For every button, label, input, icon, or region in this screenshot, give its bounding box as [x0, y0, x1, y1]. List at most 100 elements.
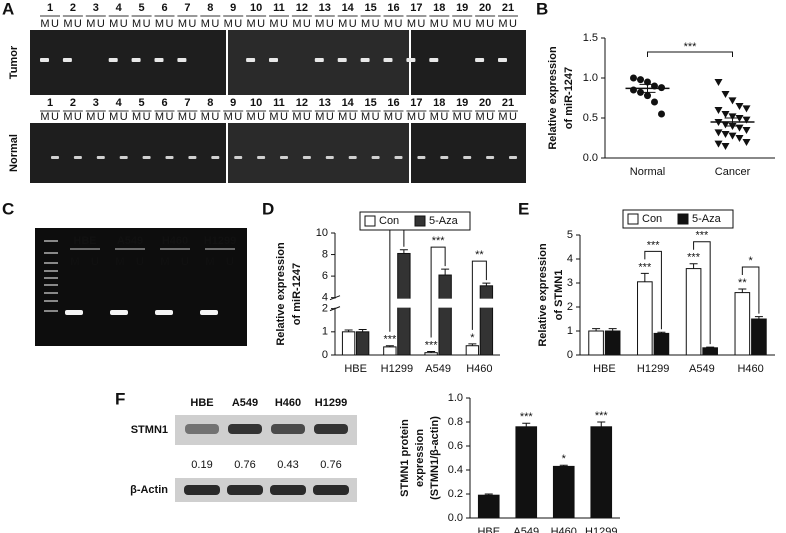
lane-number: 16	[387, 2, 399, 14]
lane-u: U	[211, 111, 219, 123]
lane-number: 5	[139, 97, 145, 109]
error-bar	[724, 117, 741, 127]
x-tick-label: H460	[466, 363, 492, 375]
lane-number: 3	[93, 2, 99, 14]
band	[184, 485, 220, 495]
y-tick-label: 3	[567, 277, 573, 289]
lane-u: U	[372, 111, 380, 123]
lane-number: 4	[116, 2, 123, 14]
band	[62, 58, 72, 62]
ladder-band	[44, 292, 58, 294]
band	[325, 156, 334, 159]
sample-label: HBE	[73, 235, 96, 247]
band	[383, 58, 393, 62]
point	[644, 92, 651, 100]
band	[200, 310, 218, 315]
lane-number: 16	[387, 97, 399, 109]
lane-m: M	[63, 111, 72, 123]
y-tick-label: 0.6	[448, 440, 463, 452]
y-tick-label: 0.2	[448, 488, 463, 500]
lane-u: U	[51, 18, 59, 30]
lane-m: M	[160, 256, 169, 268]
y-tick-label: 1.0	[583, 72, 598, 84]
bracket	[471, 260, 487, 330]
lane-u: U	[303, 18, 311, 30]
x-tick-label: HBE	[593, 363, 616, 375]
lane-u: U	[349, 18, 357, 30]
band	[475, 58, 485, 62]
y-axis-label: of STMN1	[553, 270, 565, 321]
lane-u: U	[234, 111, 242, 123]
lane-m: M	[498, 111, 507, 123]
bar	[590, 426, 613, 519]
lane-m: M	[109, 111, 118, 123]
error-bar	[427, 351, 436, 353]
lane-m: M	[63, 18, 72, 30]
lane-m: M	[155, 111, 164, 123]
row-label: β-Actin	[130, 484, 168, 496]
x-tick-label: H460	[737, 363, 763, 375]
lane-u: U	[91, 256, 99, 268]
point	[714, 129, 723, 137]
ladder-band	[44, 252, 58, 254]
band	[227, 485, 263, 495]
lane-number: 13	[319, 2, 331, 14]
band	[440, 156, 449, 159]
band	[110, 310, 128, 315]
lane-number: 11	[273, 97, 285, 109]
lane-m: M	[384, 18, 393, 30]
lane-number: 19	[456, 2, 468, 14]
row-label: STMN1	[131, 424, 168, 436]
error-bar	[640, 272, 649, 282]
band	[154, 58, 164, 62]
point	[630, 86, 637, 94]
lane-m: M	[247, 111, 256, 123]
bracket	[430, 246, 446, 338]
lane-m: M	[86, 18, 95, 30]
significance: *	[470, 332, 475, 344]
break-mark	[329, 295, 341, 301]
lane-u: U	[280, 18, 288, 30]
x-tick-label: HBE	[477, 526, 500, 533]
lane-m: M	[155, 18, 164, 30]
lane-u: U	[463, 111, 471, 123]
panel-label: D	[262, 199, 274, 218]
row-label: Tumor	[8, 45, 20, 79]
lane-u: U	[120, 111, 128, 123]
lane-m: M	[70, 256, 79, 268]
lane-number: 2	[70, 2, 76, 14]
point	[721, 121, 730, 129]
lane-m: M	[361, 18, 370, 30]
y-tick-label: 0.0	[448, 512, 463, 524]
bar	[751, 318, 767, 356]
bracket	[647, 51, 733, 57]
lane-m: M	[224, 111, 233, 123]
band	[271, 424, 305, 434]
error-bar	[344, 329, 353, 332]
gel	[35, 228, 247, 346]
bar	[355, 331, 370, 356]
bar	[588, 330, 604, 356]
lane-u: U	[509, 18, 517, 30]
band	[185, 424, 219, 434]
lane-m: M	[178, 18, 187, 30]
gel	[411, 30, 526, 95]
point	[721, 143, 730, 150]
lane-m: M	[476, 18, 485, 30]
y-tick-label: 1.5	[583, 32, 598, 44]
lane-m: M	[407, 111, 416, 123]
point	[728, 132, 737, 140]
point	[742, 127, 751, 134]
ratio: 0.76	[234, 459, 255, 471]
panel-label: A	[2, 0, 14, 18]
error-bar	[608, 328, 617, 331]
lane-m: M	[430, 111, 439, 123]
x-tick-label: HBE	[344, 363, 367, 375]
ladder-band	[44, 270, 58, 272]
legend-label: Con	[642, 213, 662, 225]
lane-u: U	[143, 111, 151, 123]
y-tick-label: 8	[322, 248, 328, 260]
lane-m: M	[430, 18, 439, 30]
band	[257, 156, 266, 159]
lane-u: U	[486, 111, 494, 123]
